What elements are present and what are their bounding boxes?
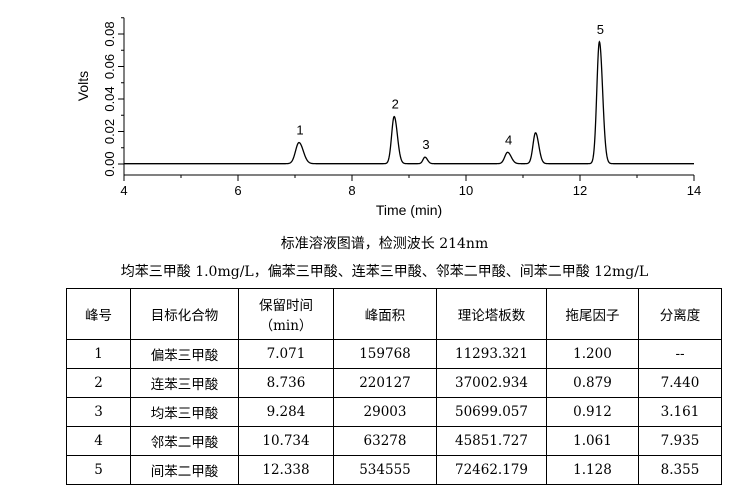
table-row: 3 均苯三甲酸 9.284 29003 50699.057 0.912 3.16…: [66, 397, 722, 427]
cell-retention-time: 8.736: [238, 368, 334, 398]
header-peak-area: 峰面积: [333, 288, 437, 340]
chart-caption-title: 标准溶液图谱，检测波长 214nm: [280, 236, 489, 252]
cell-peak-area: 534555: [333, 455, 437, 485]
header-retention-time: 保留时间 （min）: [238, 288, 334, 340]
cell-tailing-factor: 1.128: [546, 455, 639, 485]
cell-compound: 偏苯三甲酸: [130, 339, 239, 369]
x-tick-label: 14: [687, 183, 701, 198]
cell-peak-number: 5: [66, 455, 131, 485]
cell-compound: 连苯三甲酸: [130, 368, 239, 398]
header-tailing-factor: 拖尾因子: [546, 288, 639, 340]
cell-retention-time: 10.734: [238, 426, 334, 456]
cell-retention-time: 7.071: [238, 339, 334, 369]
y-tick-label: 0.00: [102, 151, 117, 176]
cell-tailing-factor: 1.200: [546, 339, 639, 369]
cell-compound: 邻苯二甲酸: [130, 426, 239, 456]
cell-tailing-factor: 1.061: [546, 426, 639, 456]
table-row: 1 偏苯三甲酸 7.071 159768 11293.321 1.200 --: [66, 339, 722, 369]
cell-theoretical-plates: 11293.321: [436, 339, 547, 369]
header-retention-time-unit: （min）: [259, 318, 313, 334]
header-peak-number: 峰号: [66, 288, 131, 340]
table-row: 5 间苯二甲酸 12.338 534555 72462.179 1.128 8.…: [66, 455, 722, 485]
peak-label: 1: [296, 123, 303, 138]
table-header-row: 峰号 目标化合物 保留时间 （min） 峰面积 理论塔板数 拖尾因子 分离度: [66, 288, 722, 340]
cell-retention-time: 9.284: [238, 397, 334, 427]
cell-compound: 均苯三甲酸: [130, 397, 239, 427]
header-compound: 目标化合物: [130, 288, 239, 340]
cell-tailing-factor: 0.879: [546, 368, 639, 398]
cell-resolution: --: [638, 339, 722, 369]
cell-peak-number: 2: [66, 368, 131, 398]
cell-compound: 间苯二甲酸: [130, 455, 239, 485]
cell-tailing-factor: 0.912: [546, 397, 639, 427]
cell-peak-area: 63278: [333, 426, 437, 456]
cell-theoretical-plates: 45851.727: [436, 426, 547, 456]
cell-theoretical-plates: 50699.057: [436, 397, 547, 427]
x-tick-label: 4: [120, 183, 127, 198]
y-tick-label: 0.02: [102, 119, 117, 144]
cell-theoretical-plates: 37002.934: [436, 368, 547, 398]
chart-caption-concentrations: 均苯三甲酸 1.0mg/L，偏苯三甲酸、连苯三甲酸、邻苯二甲酸、间苯二甲酸 12…: [120, 264, 649, 280]
cell-peak-number: 1: [66, 339, 131, 369]
cell-peak-area: 159768: [333, 339, 437, 369]
peak-label: 2: [392, 97, 399, 112]
cell-theoretical-plates: 72462.179: [436, 455, 547, 485]
y-tick-label: 0.04: [102, 86, 117, 111]
y-tick-label: 0.06: [102, 54, 117, 79]
y-tick-label: 0.08: [102, 21, 117, 46]
table-row: 2 连苯三甲酸 8.736 220127 37002.934 0.879 7.4…: [66, 368, 722, 398]
cell-resolution: 8.355: [638, 455, 722, 485]
peak-label: 4: [505, 132, 512, 147]
cell-retention-time: 12.338: [238, 455, 334, 485]
cell-resolution: 3.161: [638, 397, 722, 427]
cell-resolution: 7.440: [638, 368, 722, 398]
x-tick-label: 10: [459, 183, 473, 198]
x-tick-label: 8: [348, 183, 355, 198]
header-retention-time-label: 保留时间: [259, 298, 313, 314]
peak-label: 5: [597, 22, 604, 37]
cell-peak-number: 3: [66, 397, 131, 427]
y-axis-title: Volts: [75, 71, 91, 101]
results-table: 峰号 目标化合物 保留时间 （min） 峰面积 理论塔板数 拖尾因子 分离度 1…: [66, 288, 722, 485]
x-tick-label: 12: [573, 183, 587, 198]
cell-peak-area: 220127: [333, 368, 437, 398]
cell-peak-area: 29003: [333, 397, 437, 427]
cell-peak-number: 4: [66, 426, 131, 456]
header-resolution: 分离度: [638, 288, 722, 340]
table-row: 4 邻苯二甲酸 10.734 63278 45851.727 1.061 7.9…: [66, 426, 722, 456]
header-theoretical-plates: 理论塔板数: [436, 288, 547, 340]
peak-label: 3: [422, 137, 429, 152]
x-axis-title: Time (min): [376, 202, 442, 218]
cell-resolution: 7.935: [638, 426, 722, 456]
x-tick-label: 6: [234, 183, 241, 198]
chromatogram-trace: [124, 40, 694, 165]
